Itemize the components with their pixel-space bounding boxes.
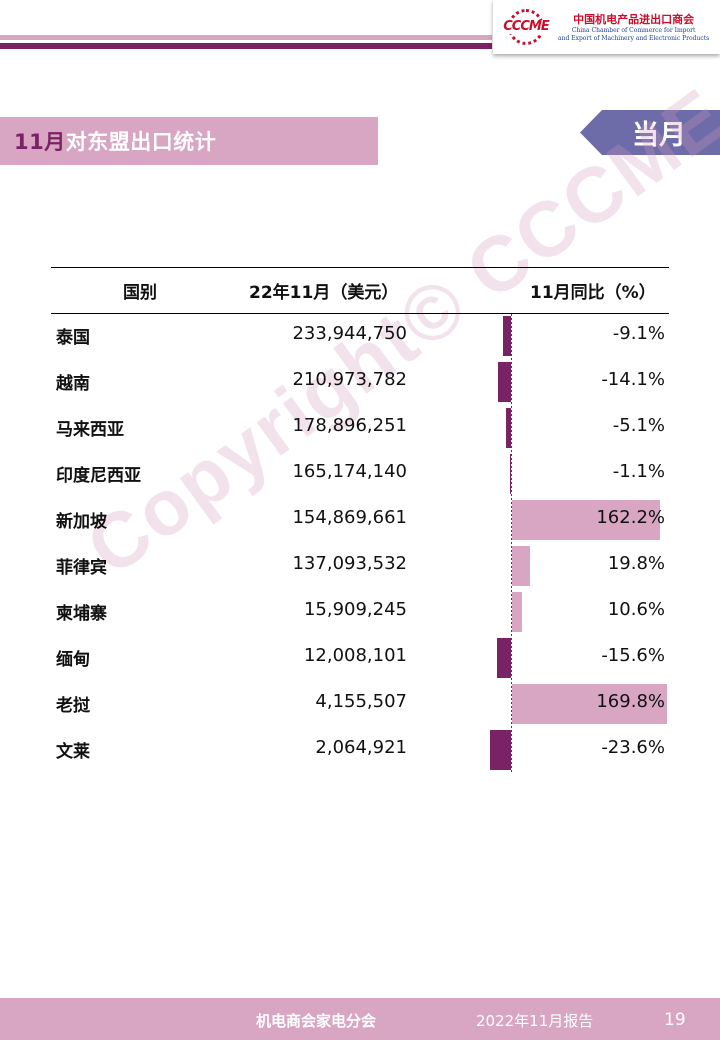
yoy-cell: -9.1%: [612, 323, 665, 344]
title-banner: 11月对东盟出口统计: [0, 117, 378, 165]
footer-org: 机电商会家电分会: [256, 1012, 377, 1030]
table-row: 印度尼西亚 165,174,140 -1.1%: [51, 451, 669, 497]
table-header-rule: [51, 313, 669, 314]
page-title: 11月对东盟出口统计: [14, 126, 216, 156]
yoy-bar: [489, 730, 511, 770]
yoy-cell: -14.1%: [601, 369, 665, 390]
value-cell: 165,174,140: [292, 461, 407, 482]
col-header-country: 国别: [123, 283, 157, 303]
cccme-logo-icon: CCCME: [498, 9, 554, 45]
yoy-bar: [512, 592, 522, 632]
yoy-cell: -23.6%: [601, 737, 665, 758]
period-tab-label: 当月: [632, 120, 686, 151]
country-cell: 越南: [56, 374, 90, 394]
yoy-bar: [506, 408, 511, 448]
table-row: 泰国 233,944,750 -9.1%: [51, 313, 669, 359]
title-month: 11月: [14, 130, 66, 154]
table-top-rule: [51, 267, 669, 268]
yoy-bar: [498, 362, 511, 402]
value-cell: 154,869,661: [292, 507, 407, 528]
country-cell: 柬埔寨: [56, 604, 107, 624]
table-row: 老挝 4,155,507 169.8%: [51, 681, 669, 727]
period-tab: 当月: [580, 110, 720, 155]
table-row: 越南 210,973,782 -14.1%: [51, 359, 669, 405]
value-cell: 137,093,532: [292, 553, 407, 574]
value-cell: 178,896,251: [292, 415, 407, 436]
table-row: 菲律宾 137,093,532 19.8%: [51, 543, 669, 589]
yoy-bar: [496, 638, 511, 678]
table-row: 文莱 2,064,921 -23.6%: [51, 727, 669, 773]
yoy-bar: [512, 684, 667, 724]
yoy-cell: 10.6%: [607, 599, 665, 620]
logo-mark-text: CCCME: [502, 19, 550, 34]
yoy-zero-axis: [511, 314, 512, 772]
value-cell: 4,155,507: [315, 691, 407, 712]
org-name-en-2: and Export of Machinery and Electronic P…: [558, 34, 710, 42]
table-row: 马来西亚 178,896,251 -5.1%: [51, 405, 669, 451]
value-cell: 210,973,782: [292, 369, 407, 390]
yoy-bar: [512, 500, 660, 540]
yoy-bar: [502, 316, 511, 356]
value-cell: 233,944,750: [292, 323, 407, 344]
table-row: 新加坡 154,869,661 162.2%: [51, 497, 669, 543]
yoy-cell: 19.8%: [607, 553, 665, 574]
country-cell: 马来西亚: [56, 420, 124, 440]
page-footer: 机电商会家电分会 2022年11月报告 19: [0, 998, 720, 1040]
yoy-cell: -15.6%: [601, 645, 665, 666]
header-stripe-dark: [0, 43, 492, 49]
country-cell: 泰国: [56, 328, 90, 348]
table-row: 缅甸 12,008,101 -15.6%: [51, 635, 669, 681]
header-stripe-light: [0, 35, 492, 40]
country-cell: 印度尼西亚: [56, 466, 141, 486]
page-number: 19: [664, 1010, 686, 1030]
country-cell: 新加坡: [56, 512, 107, 532]
yoy-cell: 169.8%: [596, 691, 665, 712]
country-cell: 文莱: [56, 742, 90, 762]
org-logo: CCCME 中国机电产品进出口商会 China Chamber of Comme…: [493, 0, 720, 54]
value-cell: 15,909,245: [303, 599, 407, 620]
yoy-cell: 162.2%: [596, 507, 665, 528]
value-cell: 2,064,921: [315, 737, 407, 758]
yoy-cell: -1.1%: [612, 461, 665, 482]
title-text: 对东盟出口统计: [65, 130, 217, 154]
col-header-yoy: 11月同比（%）: [530, 283, 656, 303]
country-cell: 老挝: [56, 696, 90, 716]
value-cell: 12,008,101: [303, 645, 407, 666]
yoy-cell: -5.1%: [612, 415, 665, 436]
yoy-bar: [512, 546, 531, 586]
org-name-cn: 中国机电产品进出口商会: [573, 12, 695, 26]
country-cell: 菲律宾: [56, 558, 107, 578]
org-name-en-1: China Chamber of Commerce for Import: [571, 26, 696, 34]
footer-report-date: 2022年11月报告: [476, 1012, 594, 1030]
yoy-bar: [509, 454, 511, 494]
col-header-value: 22年11月（美元）: [249, 283, 399, 303]
table-row: 柬埔寨 15,909,245 10.6%: [51, 589, 669, 635]
country-cell: 缅甸: [56, 650, 90, 670]
